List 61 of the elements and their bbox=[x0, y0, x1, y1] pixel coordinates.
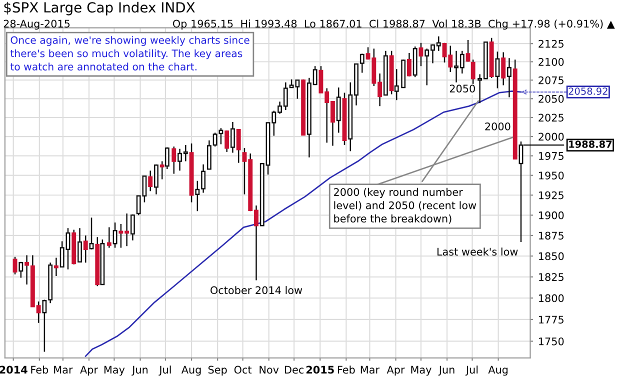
annotation: Op 1965.15 Hi 1993.48 Lo 1867.01 Cl 1988.87 Vol 18.3B Chg +17.98 (+0.91%) ▲ bbox=[172, 20, 615, 30]
candlestick bbox=[518, 140, 524, 243]
annotation: Once again, we're showing weekly charts since there's been so much volatility. The key areas to watch are annotated on the chart. bbox=[10, 36, 250, 70]
x-tick-label: Dec bbox=[285, 366, 304, 374]
candlestick bbox=[230, 121, 235, 154]
y-tick-label: 2100 bbox=[538, 58, 564, 66]
y-tick-label: 2075 bbox=[538, 76, 564, 84]
candlestick bbox=[164, 146, 170, 170]
y-tick-label: 1900 bbox=[539, 211, 564, 220]
x-tick-label: Jul bbox=[158, 366, 171, 376]
chart-title: $SPX Large Cap Index INDX bbox=[4, 2, 195, 16]
line-series bbox=[84, 90, 522, 357]
y-tick-label: 1775 bbox=[539, 316, 564, 324]
y-tick-label: 2025 bbox=[538, 114, 564, 122]
chart-subtitle: 28-Aug-2015 bbox=[4, 20, 70, 30]
candlestick bbox=[154, 164, 158, 195]
x-tick-label: 2015 bbox=[306, 366, 334, 374]
y-tick-label: 2000 bbox=[538, 132, 564, 141]
y-tick-label: 1925 bbox=[539, 191, 564, 200]
x-tick-label: Aug bbox=[181, 366, 201, 376]
candlestick bbox=[336, 86, 341, 134]
x-tick-label: Mar bbox=[360, 366, 380, 374]
candlestick bbox=[394, 68, 399, 101]
y-tick-label: 2125 bbox=[538, 40, 564, 48]
x-tick-label: Feb bbox=[338, 366, 355, 374]
x-tick-label: Jun bbox=[132, 366, 148, 376]
candlestick bbox=[507, 57, 512, 98]
y-tick-label: 1850 bbox=[539, 252, 564, 260]
annotation: 2050 bbox=[450, 84, 475, 93]
x-tick-label: 2014 bbox=[0, 366, 28, 374]
annotation: Last week's low bbox=[437, 248, 518, 256]
x-tick-label: Nov bbox=[260, 366, 279, 374]
candlestick bbox=[89, 216, 94, 250]
y-tick-label: 1750 bbox=[539, 337, 564, 346]
annotation: October 2014 low bbox=[210, 286, 302, 294]
x-tick-label: Mar bbox=[54, 366, 73, 374]
candlestick bbox=[130, 214, 135, 242]
x-tick-label: May bbox=[411, 366, 432, 376]
candlestick bbox=[112, 222, 118, 248]
candlestick bbox=[18, 261, 24, 278]
y-tick-label: 1825 bbox=[539, 273, 564, 281]
annotation: 2000 (key round number level) and 2050 (recent low before the breakdown) bbox=[334, 188, 476, 224]
y-tick-label: 1950 bbox=[539, 172, 564, 180]
x-tick-label: Sep bbox=[208, 366, 227, 376]
x-tick-label: Feb bbox=[31, 366, 48, 374]
y-tick-label: 1975 bbox=[539, 152, 564, 160]
annotation: 2058.92 bbox=[568, 88, 608, 95]
x-tick-label: Jun bbox=[438, 366, 454, 376]
x-tick-label: Jul bbox=[465, 366, 478, 376]
y-tick-label: 1800 bbox=[539, 294, 564, 302]
x-tick-label: Aug bbox=[488, 366, 508, 376]
x-tick-label: Apr bbox=[80, 366, 98, 376]
candlestick bbox=[78, 228, 82, 262]
candlestick bbox=[495, 50, 500, 89]
x-tick-label: Oct bbox=[234, 366, 252, 374]
y-tick-label: 2050 bbox=[538, 94, 564, 103]
x-tick-label: Apr bbox=[386, 366, 405, 376]
annotation: 1988.87 bbox=[569, 140, 612, 148]
x-tick-label: May bbox=[104, 366, 125, 376]
annotation: 2000 bbox=[485, 122, 510, 130]
y-tick-label: 1875 bbox=[539, 232, 564, 240]
